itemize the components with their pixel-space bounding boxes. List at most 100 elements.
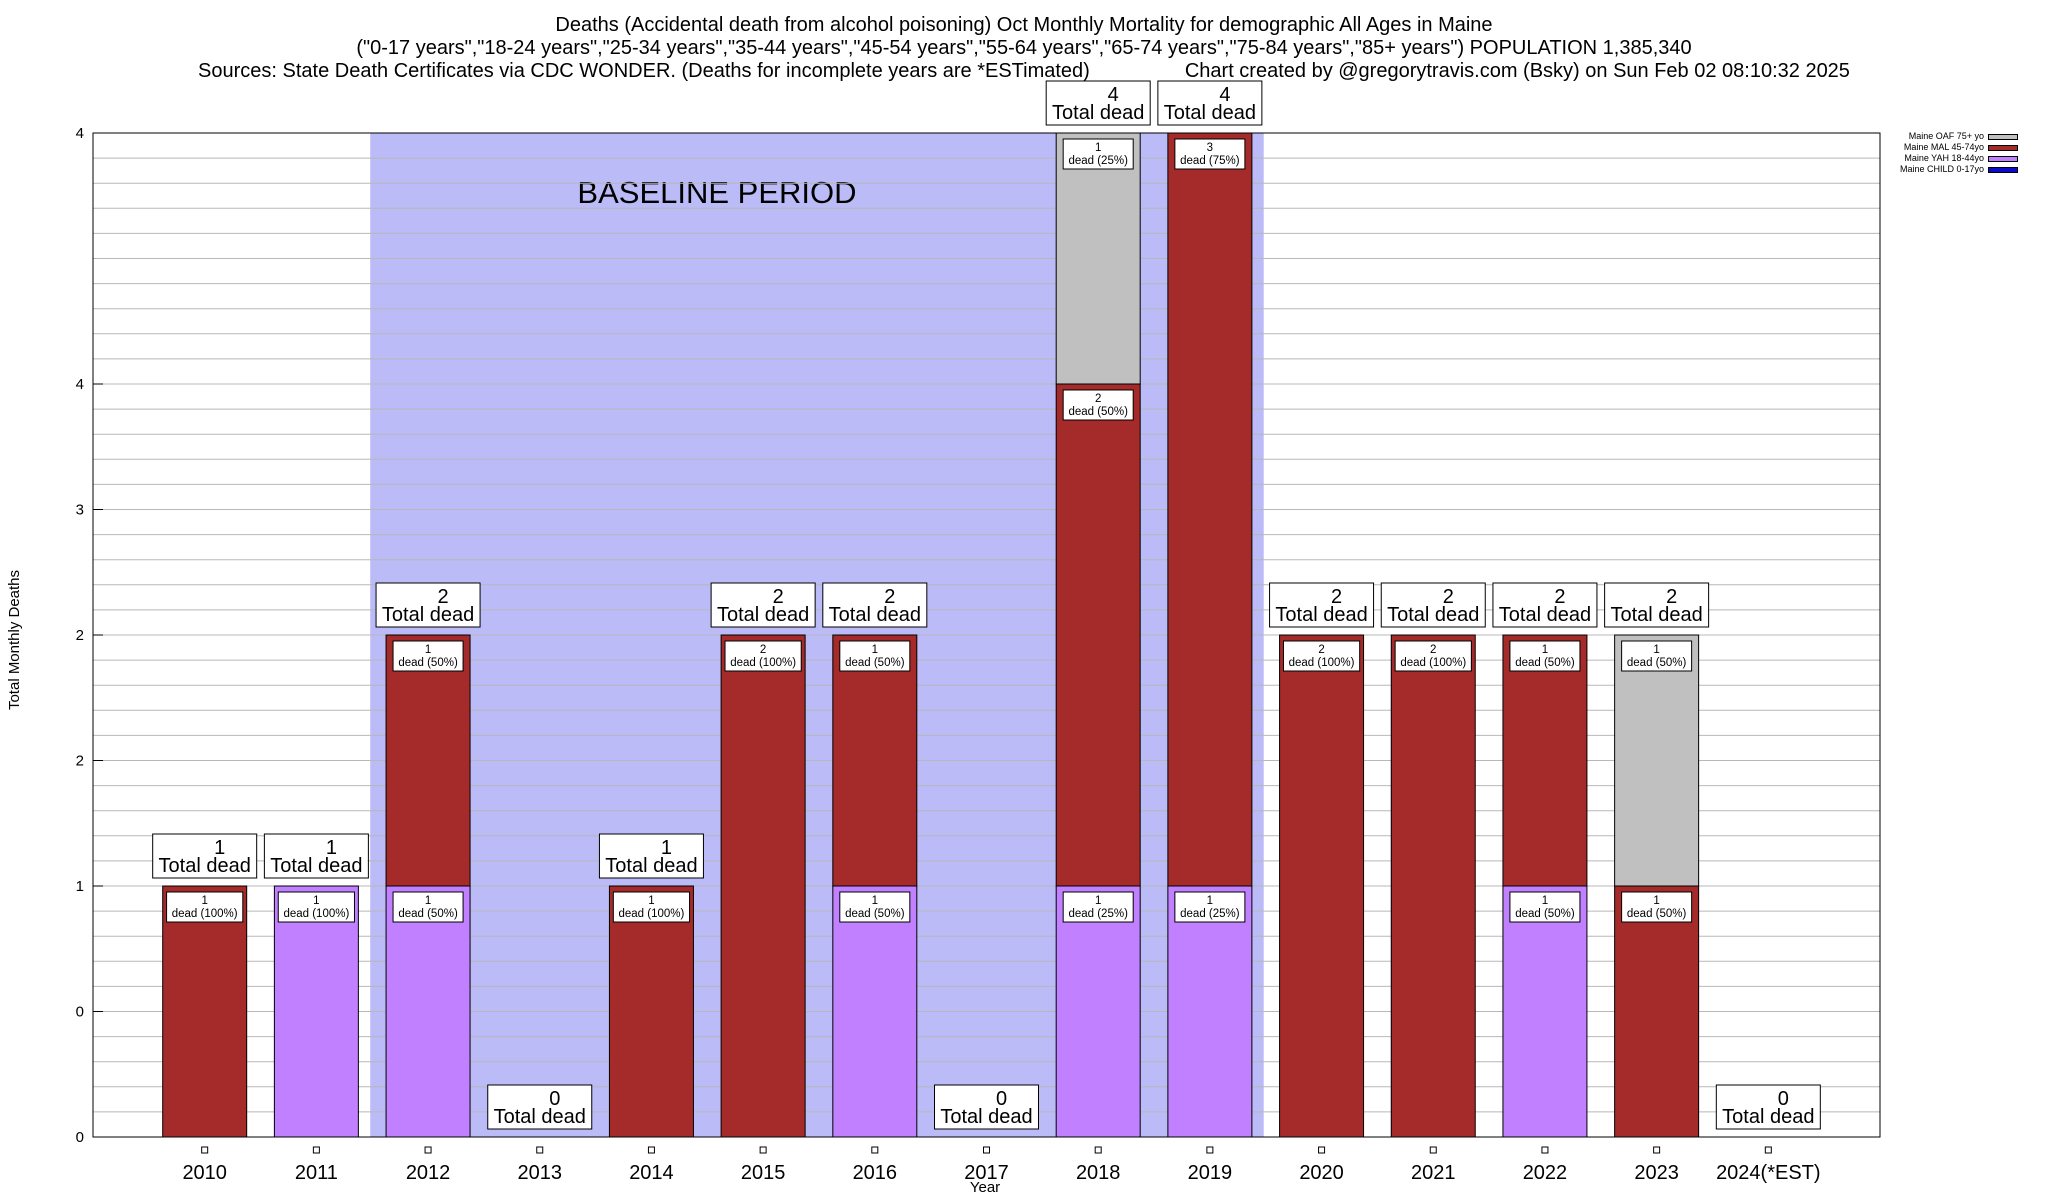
total-label-box (1380, 582, 1486, 628)
total-label-text: Total dead (940, 1106, 1032, 1128)
segment-label-box (1062, 138, 1134, 170)
x-tick-marker (536, 1146, 544, 1154)
segment-label-pct: dead (75%) (1180, 155, 1240, 167)
segment-label-pct: dead (50%) (398, 908, 458, 920)
legend-item: Maine CHILD 0-17yo (1900, 164, 2019, 175)
total-label-text: Total dead (1722, 1106, 1814, 1128)
baseline-label: BASELINE PERIOD (577, 175, 856, 210)
y-tick-label: 4 (76, 125, 84, 142)
segment-label-pct: dead (25%) (1180, 908, 1240, 920)
segment-label-count: 1 (648, 895, 654, 907)
segment-label-count: 1 (425, 644, 431, 656)
x-tick-marker (1429, 1146, 1437, 1154)
x-tick-marker (1094, 1146, 1102, 1154)
legend-label: Maine CHILD 0-17yo (1900, 164, 1985, 174)
total-label-count: 2 (1443, 586, 1454, 608)
segment-label-box (1062, 389, 1134, 421)
segment-label-count: 2 (760, 644, 766, 656)
segment-label-box (392, 640, 464, 672)
total-label-box (1492, 582, 1598, 628)
total-label-box (598, 833, 704, 879)
x-tick-label: 2015 (741, 1162, 786, 1184)
bar-segment (832, 885, 918, 1138)
title-sources: Sources: State Death Certificates via CD… (198, 60, 1090, 82)
total-label-count: 0 (996, 1088, 1007, 1110)
bar-segment (1390, 634, 1476, 1138)
x-tick-marker (1653, 1146, 1661, 1154)
total-label-box (263, 833, 369, 879)
x-tick-label: 2011 (295, 1162, 338, 1184)
segment-label-count: 1 (1095, 142, 1101, 154)
total-label-text: Total dead (1164, 102, 1256, 124)
segment-label-pct: dead (100%) (1400, 657, 1466, 669)
segment-label-box (1621, 640, 1693, 672)
segment-label-count: 1 (872, 644, 878, 656)
x-tick-label: 2021 (1411, 1162, 1456, 1184)
x-tick-marker (1541, 1146, 1549, 1154)
segment-label-count: 1 (1207, 895, 1213, 907)
bar-segment (1055, 885, 1141, 1138)
segment-label-count: 1 (201, 895, 207, 907)
x-tick-label: 2023 (1634, 1162, 1679, 1184)
total-label-box (822, 582, 928, 628)
bar-segment (273, 885, 359, 1138)
x-tick-marker (1764, 1146, 1772, 1154)
total-label-box (375, 582, 481, 628)
segment-label-pct: dead (50%) (1515, 657, 1575, 669)
x-tick-label: 2022 (1523, 1162, 1568, 1184)
x-tick-label: 2020 (1299, 1162, 1344, 1184)
bar-segment (1167, 132, 1253, 887)
total-label-box (487, 1084, 593, 1130)
legend-swatch (1988, 166, 2019, 173)
segment-label-box (1394, 640, 1472, 672)
total-label-count: 0 (549, 1088, 560, 1110)
total-label-count: 4 (1219, 84, 1230, 106)
segment-label-pct: dead (100%) (730, 657, 796, 669)
total-label-text: Total dead (1052, 102, 1144, 124)
y-tick-label: 3 (76, 502, 84, 519)
x-tick-label: 2016 (853, 1162, 898, 1184)
x-tick-label: 2024(*EST) (1716, 1162, 1821, 1184)
total-label-text: Total dead (1275, 604, 1367, 626)
segment-label-pct: dead (50%) (1627, 908, 1687, 920)
y-tick-label: 2 (76, 627, 84, 644)
segment-label-box (1621, 891, 1693, 923)
bar-segment (385, 885, 471, 1138)
x-tick-marker (312, 1146, 320, 1154)
y-tick-label: 1 (76, 878, 84, 895)
total-label-text: Total dead (1610, 604, 1702, 626)
segment-label-box (392, 891, 464, 923)
segment-label-box (1174, 138, 1246, 170)
bar-segment (1502, 885, 1588, 1138)
segment-label-box (1282, 640, 1361, 672)
legend-label: Maine OAF 75+ yo (1908, 131, 1985, 141)
y-tick-label: 0 (76, 1129, 84, 1146)
total-label-text: Total dead (382, 604, 474, 626)
total-label-count: 2 (1666, 586, 1677, 608)
total-label-count: 2 (884, 586, 895, 608)
bar-segment (1055, 383, 1141, 887)
x-tick-marker (759, 1146, 767, 1154)
segment-label-count: 2 (1430, 644, 1436, 656)
total-label-text: Total dead (1499, 604, 1591, 626)
total-label-text: Total dead (159, 855, 251, 877)
bar-segment (1055, 132, 1141, 385)
segment-label-count: 1 (313, 895, 319, 907)
segment-label-pct: dead (50%) (1515, 908, 1575, 920)
total-label-count: 2 (1554, 586, 1565, 608)
bar-segment (832, 634, 918, 887)
x-tick-label: 2010 (182, 1162, 227, 1184)
bar-segment (1279, 634, 1365, 1138)
bar-segment (1502, 634, 1588, 887)
segment-label-box (839, 640, 911, 672)
segment-label-box (612, 891, 691, 923)
bar-segment (162, 885, 248, 1138)
x-tick-marker (201, 1146, 209, 1154)
segment-label-box (1174, 891, 1246, 923)
segment-label-pct: dead (50%) (845, 657, 905, 669)
segment-label-pct: dead (50%) (1627, 657, 1687, 669)
legend-label: Maine MAL 45-74yo (1903, 142, 1985, 152)
total-label-box (1715, 1084, 1821, 1130)
x-tick-marker (1318, 1146, 1326, 1154)
